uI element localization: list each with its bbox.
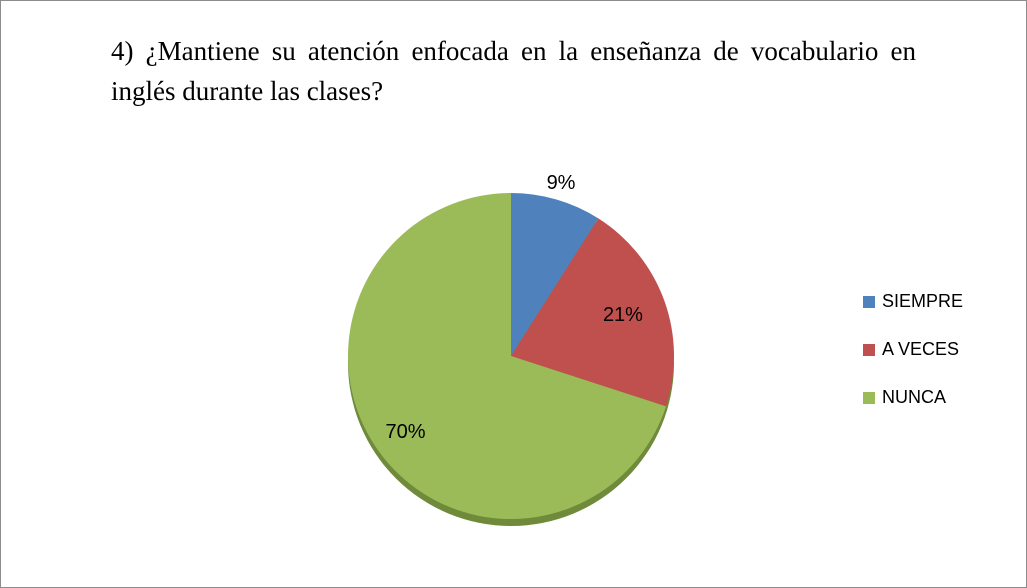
pie-slice (511, 218, 674, 407)
legend-swatch (863, 344, 875, 356)
legend-label: NUNCA (882, 387, 946, 407)
legend-swatch (863, 392, 875, 404)
pie (348, 193, 674, 519)
legend-label: A VECES (882, 339, 959, 359)
data-label: 21% (603, 304, 643, 326)
legend-swatch (863, 296, 875, 308)
pie-slice (511, 193, 599, 356)
data-label: 70% (385, 421, 425, 443)
data-label: 9% (547, 172, 576, 194)
pie-slice (348, 193, 667, 519)
legend-label: SIEMPRE (882, 291, 963, 311)
chart-title: 4) ¿Mantiene su atención enfocada en la … (111, 36, 916, 106)
